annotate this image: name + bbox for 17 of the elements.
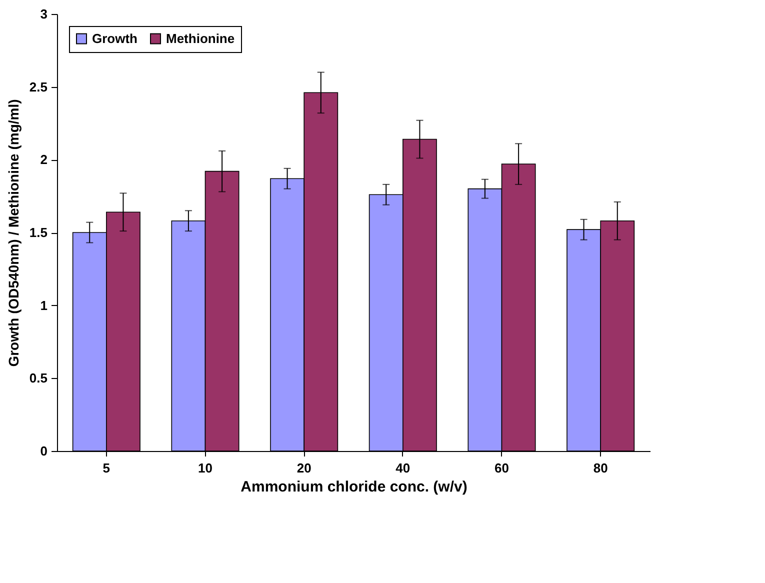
y-tick-label: 2.5 [29, 79, 48, 94]
legend-label: Growth [92, 30, 138, 46]
x-tick-label: 10 [198, 460, 212, 476]
y-tick-label: 1 [40, 298, 48, 313]
y-tick-label: 0 [40, 444, 48, 458]
y-tick-label: 1.5 [29, 225, 48, 240]
y-axis-title: Growth (OD540nm) / Methionine (mg/ml) [5, 99, 22, 367]
y-tick-label: 2 [40, 152, 48, 168]
x-tick-label: 80 [593, 460, 608, 476]
x-tick-label: 60 [494, 460, 509, 476]
x-tick-label: 40 [396, 460, 410, 476]
x-tick-label: 5 [102, 460, 110, 476]
x-axis-title: Ammonium chloride conc. (w/v) [240, 478, 468, 496]
legend-label: Methionine [166, 30, 235, 46]
y-tick-label: 3 [40, 6, 48, 22]
x-tick-label: 20 [296, 460, 312, 476]
y-tick-label: 0.5 [29, 370, 48, 386]
